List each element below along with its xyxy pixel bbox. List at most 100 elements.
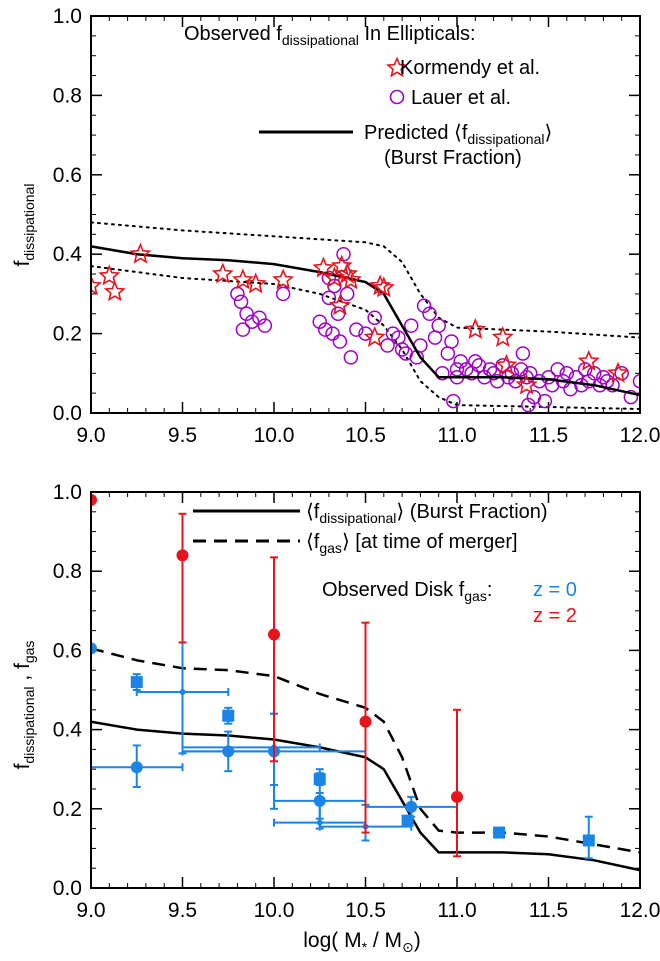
- lauer-point: [596, 370, 611, 385]
- blue-square-point: [222, 709, 235, 722]
- kormendy-point: [495, 353, 518, 375]
- lauer-point: [367, 310, 382, 325]
- kormendy-point: [464, 317, 487, 339]
- predicted-burst-line: [91, 245, 640, 397]
- blue-square-point: [582, 834, 595, 847]
- lauer-point: [317, 322, 333, 337]
- kormendy-point: [339, 268, 362, 290]
- lauer-point: [446, 393, 461, 409]
- legend-star-marker: [386, 56, 408, 78]
- y-tick-label: 0.0: [53, 402, 82, 425]
- lauer-point: [515, 346, 531, 361]
- lauer-point: [444, 334, 459, 349]
- bottom-series: [91, 493, 640, 872]
- red-z2-point: [268, 628, 280, 641]
- y-tick-label: 0.8: [53, 84, 82, 107]
- red-z2-point: [451, 790, 463, 803]
- blue-square-point: [130, 676, 143, 689]
- top-axis-ticks: [90, 15, 641, 414]
- lauer-point: [453, 354, 468, 369]
- kormendy-point: [372, 276, 395, 298]
- kormendy-point: [312, 256, 335, 278]
- lauer-point: [623, 389, 639, 405]
- kormendy-point: [323, 266, 346, 288]
- x-tick-label: 10.5: [345, 424, 386, 447]
- x-tick-label: 10.5: [345, 899, 386, 922]
- kormendy-point: [328, 294, 351, 316]
- kormendy-point: [272, 268, 295, 290]
- top-series: [91, 221, 640, 413]
- y-tick-label: 0.2: [53, 798, 82, 821]
- blue-diamond-point: [178, 687, 187, 696]
- x-tick-label: 9.0: [76, 899, 105, 922]
- kormendy-point: [607, 361, 630, 383]
- y-tick-label: 1.0: [53, 481, 82, 504]
- lauer-point: [422, 306, 437, 321]
- x-tick-label: 11.5: [529, 899, 568, 922]
- lauer-point: [521, 397, 536, 413]
- top-y-axis-label: fdissipational: [11, 184, 37, 267]
- lauer-point: [513, 362, 529, 377]
- top-legend: Observed fdissipational In Ellipticals: …: [184, 23, 552, 169]
- blue-circle-point: [130, 761, 143, 774]
- blue-square-point: [313, 773, 326, 786]
- lauer-point: [632, 373, 640, 389]
- x-tick-label: 10.0: [254, 899, 295, 922]
- kormendy-point: [515, 373, 538, 395]
- top-panel: 9.0 9.5 10.0 10.5 11.0 11.5 12.0 0.0 0.2 0.4 0.6 0.…: [11, 5, 660, 447]
- bottom-legend: ⟨fdissipational⟩ (Burst Fraction) ⟨fgas⟩…: [193, 501, 577, 627]
- red-z2-point: [91, 493, 97, 506]
- legend-predicted-label: Predicted ⟨fdissipational⟩: [364, 122, 552, 147]
- lauer-point: [312, 314, 327, 329]
- lauer-point: [550, 362, 565, 377]
- lauer-point: [257, 318, 273, 333]
- top-plot-frame: [90, 15, 641, 414]
- legend-z0-label: z = 0: [533, 579, 577, 601]
- top-tick-labels: 9.0 9.5 10.0 10.5 11.0 11.5 12.0 0.0 0.2 0.4 0.6 0.…: [53, 5, 660, 447]
- kormendy-point: [363, 326, 386, 348]
- y-tick-label: 0.6: [53, 164, 82, 187]
- top-legend-heading: Observed fdissipational In Ellipticals:: [184, 23, 476, 48]
- lauer-point: [449, 362, 465, 377]
- y-tick-label: 0.2: [53, 323, 82, 346]
- blue-square-point: [493, 826, 506, 839]
- red-z2-point: [359, 715, 372, 728]
- legend-lauer-label: Lauer et al.: [411, 87, 511, 109]
- kormendy-point: [103, 280, 126, 302]
- lauer-point: [416, 298, 432, 314]
- lauer-point: [404, 318, 419, 333]
- lauer-point: [541, 370, 556, 385]
- lower-dotted-curve: [91, 265, 640, 410]
- lauer-point: [431, 318, 446, 333]
- x-tick-label: 11.0: [437, 424, 476, 447]
- legend-gas-label: ⟨fgas⟩ [at time of merger]: [306, 531, 518, 556]
- kormendy-point: [98, 264, 121, 286]
- lauer-point: [230, 286, 245, 302]
- lauer-point: [394, 342, 410, 357]
- y-tick-label: 0.6: [53, 639, 82, 662]
- y-tick-label: 1.0: [53, 5, 82, 28]
- bottom-plot-frame: [90, 491, 641, 889]
- blue-square-point: [401, 814, 414, 827]
- lauer-point: [336, 246, 351, 262]
- kormendy-point: [336, 262, 359, 284]
- lauer-point: [504, 366, 520, 381]
- bottom-x-axis-label: log( M* / M⊙): [303, 929, 421, 955]
- lauer-point: [380, 338, 395, 353]
- y-tick-label: 0.4: [53, 719, 83, 742]
- kormendy-point: [231, 268, 254, 290]
- x-tick-label: 10.0: [254, 424, 295, 447]
- lauer-point: [252, 310, 267, 325]
- x-tick-label: 11.5: [529, 424, 568, 447]
- y-tick-label: 0.0: [53, 877, 82, 900]
- blue-circle-point: [405, 800, 418, 813]
- lauer-point: [325, 326, 340, 341]
- x-tick-label: 9.5: [168, 899, 197, 922]
- lauer-point: [537, 393, 553, 409]
- x-tick-label: 12.0: [620, 424, 660, 447]
- kormendy-point: [244, 272, 267, 294]
- legend-kormendy-label: Kormendy et al.: [400, 57, 540, 79]
- x-tick-label: 12.0: [620, 899, 660, 922]
- lauer-point: [427, 330, 443, 345]
